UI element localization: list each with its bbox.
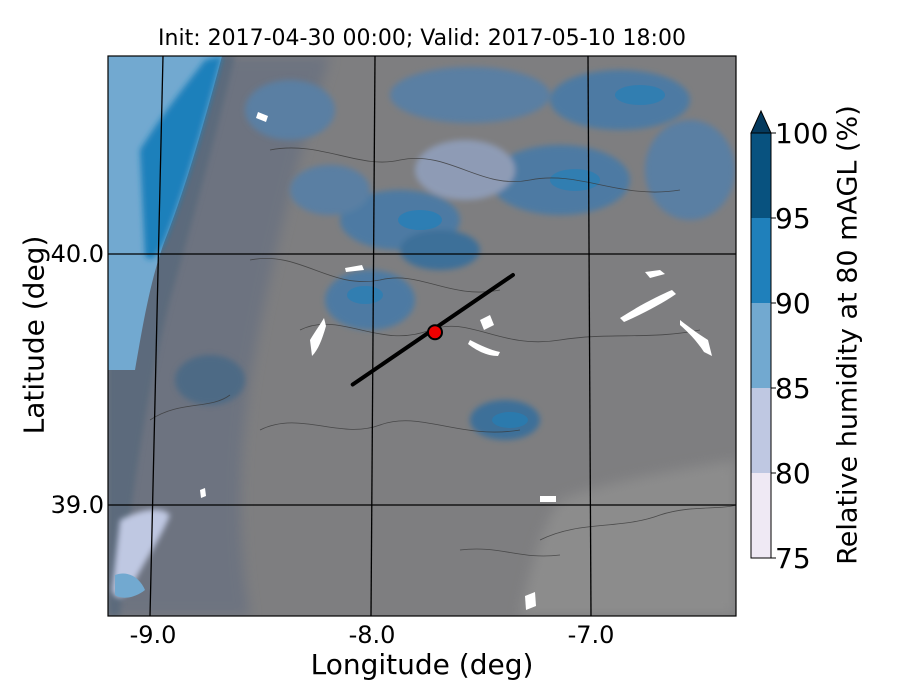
graticule bbox=[108, 56, 736, 616]
reservoirs bbox=[200, 112, 712, 610]
x-axis-label: Longitude (deg) bbox=[310, 648, 534, 681]
colorbar-segment bbox=[751, 388, 771, 473]
x-tick-label: -9.0 bbox=[130, 621, 177, 649]
colorbar-segment bbox=[751, 218, 771, 303]
site-marker bbox=[426, 324, 443, 341]
colorbar-segment bbox=[751, 133, 771, 218]
colorbar-tick-label: 90 bbox=[775, 287, 811, 320]
colorbar-tick-label: 95 bbox=[775, 202, 811, 235]
gridline-lon-m7 bbox=[587, 56, 592, 616]
colorbar-segment bbox=[751, 303, 771, 388]
contour-lines bbox=[149, 147, 736, 557]
coastal-humid-zone bbox=[140, 56, 222, 260]
gridline-lon-m8 bbox=[370, 56, 376, 616]
x-tick-label: -7.0 bbox=[568, 621, 615, 649]
colorbar-tick-label: 85 bbox=[775, 372, 811, 405]
colorbar-extend-arrow bbox=[750, 109, 772, 134]
colorbar: 75 80 85 90 95 100 bbox=[750, 109, 828, 575]
colorbar-segment bbox=[751, 473, 771, 558]
plot-frame bbox=[107, 55, 737, 617]
colorbar-frame bbox=[750, 132, 772, 559]
southeast-plain bbox=[520, 460, 736, 616]
y-tick-label: 39.0 bbox=[51, 491, 104, 519]
y-tick-label: 40.0 bbox=[51, 240, 104, 268]
chart-title: Init: 2017-04-30 00:00; Valid: 2017-05-1… bbox=[158, 26, 686, 51]
colorbar-tick-label: 80 bbox=[775, 457, 811, 490]
gridline-lon-m9 bbox=[149, 56, 164, 616]
colorbar-tick-label: 75 bbox=[775, 542, 811, 575]
colorbar-tick-label: 100 bbox=[775, 117, 828, 150]
estuary-core bbox=[115, 573, 145, 598]
rh-field bbox=[108, 56, 736, 616]
x-tick-label: -8.0 bbox=[349, 621, 396, 649]
